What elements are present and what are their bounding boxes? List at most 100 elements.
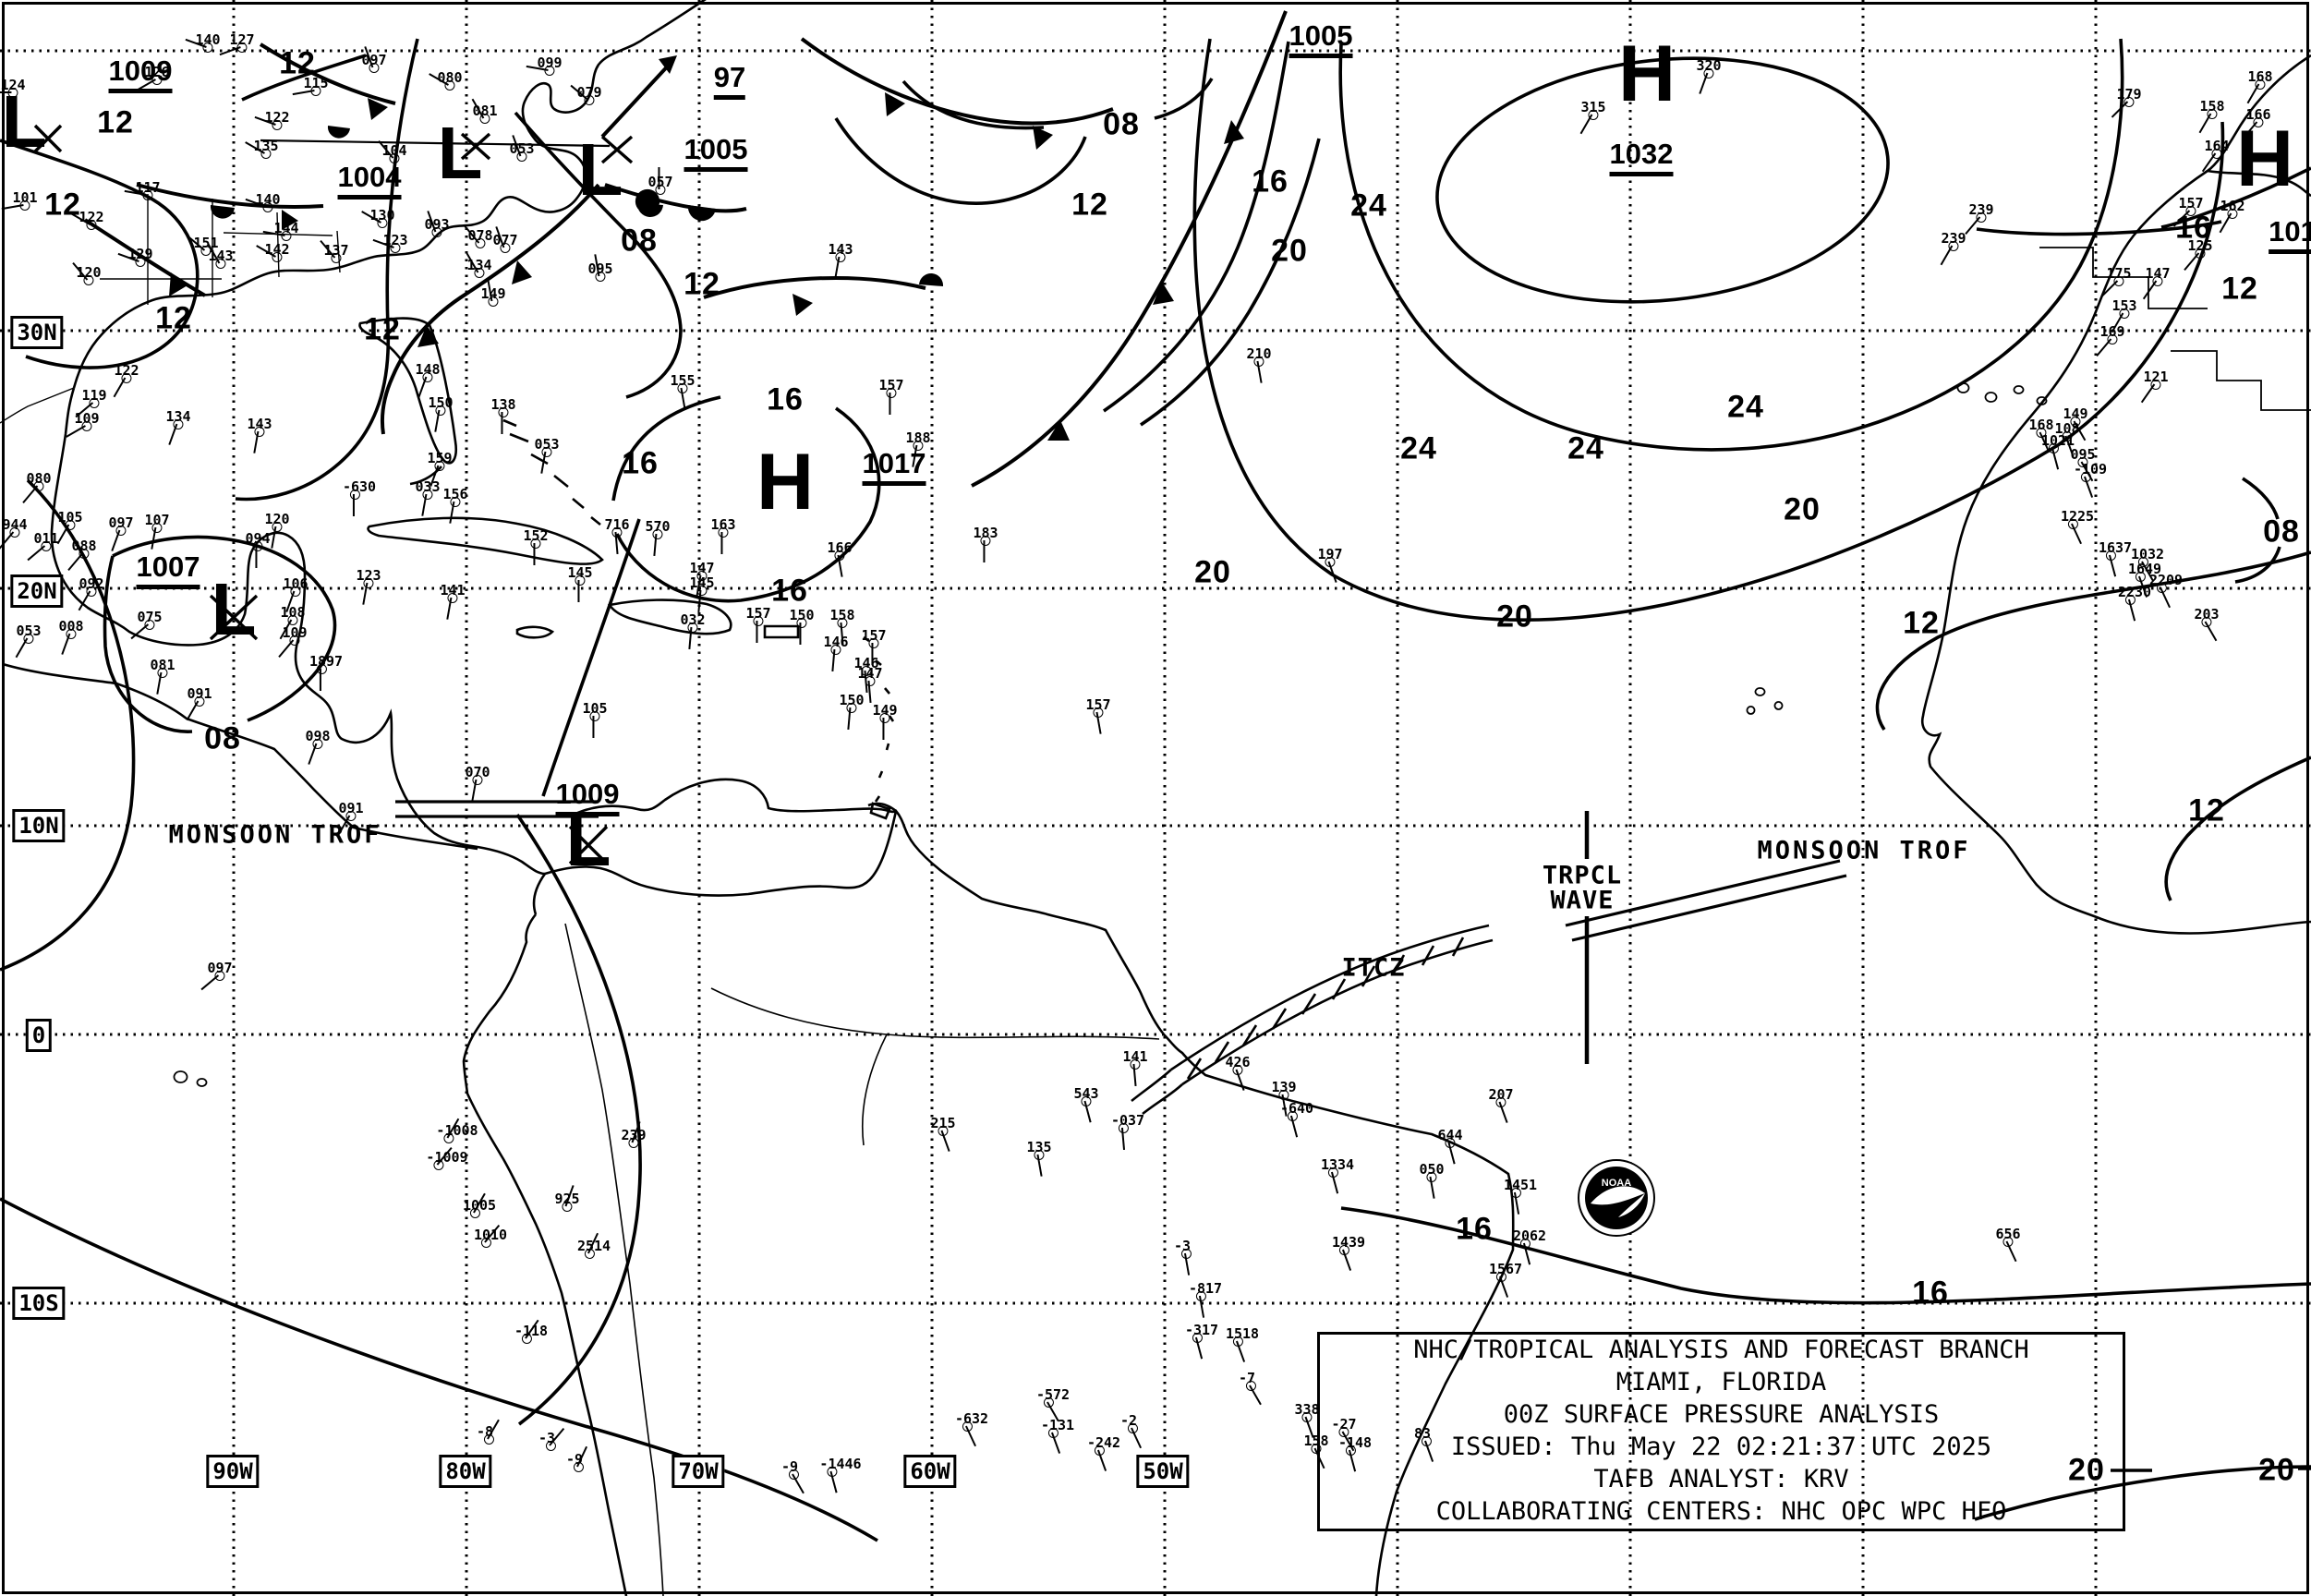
station-plot: 126	[136, 64, 170, 91]
station-plot: 168	[2246, 68, 2273, 104]
station-plot: 162	[2219, 198, 2245, 234]
station-plot: 127	[219, 31, 255, 56]
pressure-value: 1032	[1609, 138, 1674, 176]
station-plot: 097	[361, 46, 387, 73]
station-plot: 239	[1940, 230, 1966, 266]
station-circle	[363, 578, 374, 588]
station-plot: -817	[1189, 1280, 1222, 1318]
isobar-label: 20	[1496, 598, 1533, 635]
station-circle	[611, 527, 623, 538]
wind-barb	[983, 540, 986, 562]
station-circle	[865, 676, 876, 686]
station-plot: 426	[1225, 1054, 1251, 1091]
station-plot: 644	[1437, 1127, 1463, 1165]
station-circle	[287, 615, 298, 625]
wind-barb	[352, 494, 355, 516]
station-plot: 157	[878, 377, 904, 415]
station-plot: 153	[2111, 297, 2137, 333]
noaa-logo: NOAA	[1578, 1159, 1655, 1237]
station-circle	[434, 461, 445, 471]
station-plot: 2514	[577, 1232, 611, 1259]
station-circle	[349, 490, 360, 500]
wind-barb	[799, 623, 802, 645]
station-plot: 169	[2096, 323, 2125, 357]
station-plot: 656	[1995, 1226, 2021, 1263]
station-plot: -8	[477, 1419, 500, 1445]
station-circle	[835, 252, 846, 262]
station-plot: 050	[1419, 1161, 1445, 1199]
station-plot: 053	[15, 623, 42, 659]
station-circle	[1703, 68, 1714, 79]
station-plot: -1008	[436, 1118, 478, 1143]
wind-barb	[484, 1224, 501, 1243]
station-circle	[1588, 110, 1599, 120]
station-circle	[157, 668, 168, 678]
station-plot: 83	[1414, 1425, 1434, 1462]
station-plot: 147	[2142, 265, 2171, 300]
isobar-label: 24	[1567, 430, 1604, 466]
isobar-label: 20	[1194, 554, 1231, 590]
station-circle	[66, 629, 77, 639]
station-plot: 156	[442, 486, 468, 524]
isobar-label: 24	[1350, 187, 1387, 224]
station-circle	[753, 616, 764, 626]
station-circle	[2211, 149, 2222, 159]
station-plot: 120	[72, 261, 102, 285]
station-plot: 011	[27, 530, 59, 562]
title-issued: ISSUED: Thu May 22 02:21:37 UTC 2025	[1450, 1433, 1992, 1462]
station-plot: 570	[645, 518, 671, 556]
station-circle	[687, 623, 698, 633]
monsoon-trof-west-label: MONSOON TROF	[168, 820, 382, 850]
station-circle	[541, 447, 552, 457]
station-plot: 144	[262, 220, 299, 241]
station-plot: 2230	[2118, 584, 2151, 622]
station-plot: 159	[427, 450, 453, 487]
isobar-label: 08	[2263, 514, 2300, 550]
station-plot: -640	[1280, 1100, 1313, 1138]
station-plot: -131	[1041, 1417, 1074, 1454]
station-circle	[115, 526, 127, 536]
station-circle	[202, 42, 213, 53]
pressure-value: 1009	[555, 778, 620, 816]
station-circle	[830, 645, 841, 655]
station-plot: 097	[200, 960, 233, 991]
itcz-label: ITCZ	[1341, 953, 1406, 983]
latitude-label: 10S	[12, 1287, 66, 1320]
station-plot: 1225	[2061, 508, 2094, 545]
isobar-label: 20	[2258, 1452, 2295, 1488]
station-plot: 080	[22, 470, 52, 504]
station-plot: 094	[245, 530, 271, 568]
wind-barb	[533, 543, 536, 565]
station-plot: 1637	[2099, 539, 2132, 577]
station-circle	[435, 405, 446, 416]
title-analyst: TAFB ANALYST: KRV	[1593, 1465, 1849, 1494]
station-plot: 134	[165, 408, 191, 445]
station-circle	[488, 296, 499, 307]
station-plot: 146	[853, 655, 879, 693]
station-plot: -317	[1185, 1322, 1218, 1360]
station-plot: 164	[2201, 138, 2230, 173]
station-circle	[479, 114, 490, 124]
station-circle	[796, 618, 807, 628]
pressure-value: 1004	[337, 161, 402, 200]
station-plot: 097	[108, 514, 134, 551]
station-plot: 215	[930, 1115, 956, 1152]
station-circle	[272, 120, 283, 130]
station-circle	[2227, 209, 2238, 219]
longitude-label: 90W	[206, 1455, 260, 1488]
station-plot: 1021	[2041, 432, 2075, 470]
station-plot: 150	[839, 692, 865, 730]
station-circle	[595, 272, 606, 282]
station-plot: 032	[680, 611, 706, 649]
station-plot: 210	[1246, 345, 1272, 383]
low-center: L	[211, 568, 257, 650]
isobar-label: 20	[2068, 1452, 2105, 1488]
station-plot: 148	[415, 361, 441, 398]
station-plot: -572	[1036, 1386, 1070, 1422]
station-plot: 543	[1073, 1085, 1099, 1123]
station-plot: 1005	[463, 1192, 496, 1218]
isobar-label: 12	[155, 300, 192, 336]
station-plot: 129	[117, 246, 153, 267]
